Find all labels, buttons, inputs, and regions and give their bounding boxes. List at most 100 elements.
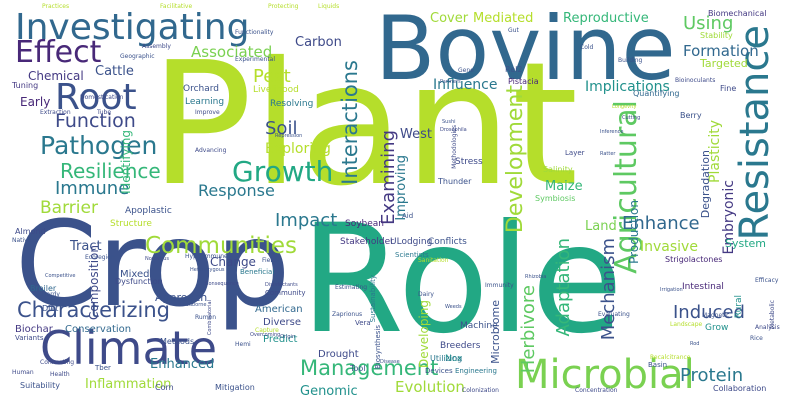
word-cloud-word: Protecting bbox=[268, 3, 299, 10]
word-cloud-word: Utilizing bbox=[430, 354, 463, 363]
word-cloud-word: Zaprionus bbox=[332, 311, 363, 318]
word-cloud-word: Pest bbox=[253, 66, 291, 87]
word-cloud-word: Dysfunction bbox=[115, 277, 163, 286]
word-cloud-word: Mixed bbox=[120, 269, 150, 280]
word-cloud-word: Longevity bbox=[612, 104, 637, 110]
word-cloud-word: Repression bbox=[275, 133, 303, 139]
word-cloud-word: Basin bbox=[648, 361, 668, 369]
word-cloud-word: Scientists bbox=[395, 251, 429, 259]
word-cloud-word: Inflammation bbox=[85, 377, 172, 392]
word-cloud-word: Landscape bbox=[670, 321, 703, 328]
word-cloud-word: Maize bbox=[545, 179, 583, 194]
word-cloud-word: Crop bbox=[15, 195, 291, 333]
word-cloud-word: Estimating bbox=[335, 284, 368, 291]
word-cloud-word: Associated bbox=[191, 43, 273, 61]
word-cloud-word: Structure bbox=[110, 219, 152, 229]
word-cloud-word: Tract bbox=[70, 239, 102, 254]
word-cloud-word: Methods bbox=[160, 337, 195, 346]
word-cloud-word: Diet bbox=[42, 304, 59, 313]
word-cloud-word: Root bbox=[55, 77, 137, 118]
word-cloud-word: Salinity bbox=[543, 165, 573, 174]
word-cloud-word: Recalcitrance bbox=[650, 354, 691, 361]
word-cloud-word: Protein bbox=[680, 365, 744, 386]
word-cloud-word: Change bbox=[210, 255, 256, 269]
word-cloud-word: Biomechanical bbox=[708, 9, 767, 18]
word-cloud-word: Approach bbox=[155, 291, 208, 304]
word-cloud-word: Learning bbox=[185, 97, 225, 107]
word-cloud-word: Sustainability bbox=[369, 275, 377, 323]
word-cloud-word: Rural bbox=[734, 295, 744, 319]
word-cloud-word: Rhizobia bbox=[525, 274, 547, 280]
word-cloud-word: Suitability bbox=[20, 381, 61, 390]
word-cloud-word: Resolving bbox=[270, 99, 314, 109]
word-cloud-word: Evaluating bbox=[598, 311, 630, 318]
word-cloud-word: Dairy bbox=[418, 291, 434, 298]
word-cloud-word: Rel2 bbox=[505, 65, 523, 74]
word-cloud-word: Developing bbox=[417, 300, 431, 368]
word-cloud-word: Management bbox=[300, 356, 439, 380]
word-cloud-word: Tool bbox=[350, 364, 366, 373]
word-cloud-word: Improve bbox=[195, 109, 220, 116]
word-cloud-word: Formation bbox=[683, 42, 759, 60]
word-cloud-word: Resilience bbox=[60, 159, 161, 183]
word-cloud-word: Drought bbox=[318, 349, 359, 360]
word-cloud-word: Gut bbox=[508, 27, 519, 34]
word-cloud-word: Experimental bbox=[235, 56, 276, 63]
word-cloud-word: Degradation bbox=[699, 150, 712, 219]
word-cloud-word: Pistacia bbox=[508, 77, 539, 86]
word-cloud-word: Domestication bbox=[80, 94, 124, 101]
word-cloud-word: Sanitation bbox=[418, 257, 449, 264]
word-cloud-word: Hyperimmune bbox=[185, 253, 228, 260]
word-cloud-word: Gene bbox=[458, 67, 474, 74]
word-cloud-word: Microbiome bbox=[489, 300, 502, 364]
word-cloud-word: Breeders bbox=[440, 341, 481, 351]
word-cloud-word: Interactions bbox=[338, 60, 362, 185]
word-cloud-word: ULodging bbox=[390, 237, 433, 247]
word-cloud-word: System bbox=[725, 237, 767, 250]
word-cloud-word: Intestinal bbox=[682, 282, 724, 292]
word-cloud-word: Facilitative bbox=[160, 3, 193, 10]
word-cloud-word: Cold bbox=[580, 44, 594, 51]
word-cloud-word: Tber bbox=[95, 364, 111, 372]
word-cloud-word: Growth bbox=[232, 155, 334, 188]
word-cloud-word: Cattle bbox=[95, 64, 134, 79]
word-cloud-word: Weeds bbox=[445, 304, 462, 310]
word-cloud-word: Tuning bbox=[12, 81, 39, 90]
word-cloud-word: Efficacy bbox=[755, 277, 779, 284]
word-cloud-word: Bioinoculants bbox=[675, 77, 716, 84]
word-cloud-word: Ecoregion bbox=[85, 254, 115, 261]
word-cloud-word: Diverse bbox=[263, 317, 302, 328]
word-cloud-word: Rice bbox=[750, 335, 763, 342]
word-cloud-word: Communities bbox=[145, 233, 298, 259]
word-cloud-word: Partners bbox=[440, 79, 461, 85]
word-cloud-word: Connecting bbox=[40, 359, 75, 366]
word-cloud-word: Devices bbox=[425, 367, 453, 375]
word-cloud-word: Functionality bbox=[235, 29, 274, 36]
word-cloud-word: Consequence bbox=[205, 281, 239, 287]
word-cloud-word: Function bbox=[55, 110, 136, 132]
word-cloud-word: Disease bbox=[380, 359, 400, 365]
word-cloud-word: Apoplastic bbox=[125, 206, 172, 216]
word-cloud-word: Identifying bbox=[119, 130, 133, 194]
word-cloud-word: Disinfectants bbox=[265, 282, 298, 288]
word-cloud-word: West bbox=[400, 127, 432, 142]
word-cloud-word: Tube bbox=[97, 109, 112, 116]
word-cloud-word: Extraction bbox=[40, 109, 71, 116]
word-cloud-word: Using bbox=[683, 13, 734, 34]
word-cloud-word: Mediated bbox=[473, 11, 534, 26]
word-cloud-word: Role bbox=[300, 193, 624, 367]
word-cloud-word: Thunder bbox=[438, 177, 472, 186]
word-cloud-word: Fine bbox=[720, 84, 737, 93]
word-cloud-word: Heterozygous bbox=[190, 267, 225, 273]
word-cloud-word: Plant bbox=[150, 26, 579, 224]
word-cloud-word: Inference bbox=[600, 129, 624, 135]
word-cloud-word: Building bbox=[618, 57, 643, 64]
word-cloud-word: Vera bbox=[355, 319, 371, 327]
word-cloud-word: Impact bbox=[275, 210, 338, 231]
word-cloud-word: Grow bbox=[705, 323, 729, 333]
word-cloud-word: Engineering bbox=[455, 367, 497, 375]
word-cloud-word: Adaptation bbox=[553, 238, 574, 337]
word-cloud-word: American bbox=[255, 304, 303, 315]
word-cloud-word: Berry bbox=[680, 111, 702, 120]
word-cloud-word: Characterizing bbox=[17, 298, 171, 322]
